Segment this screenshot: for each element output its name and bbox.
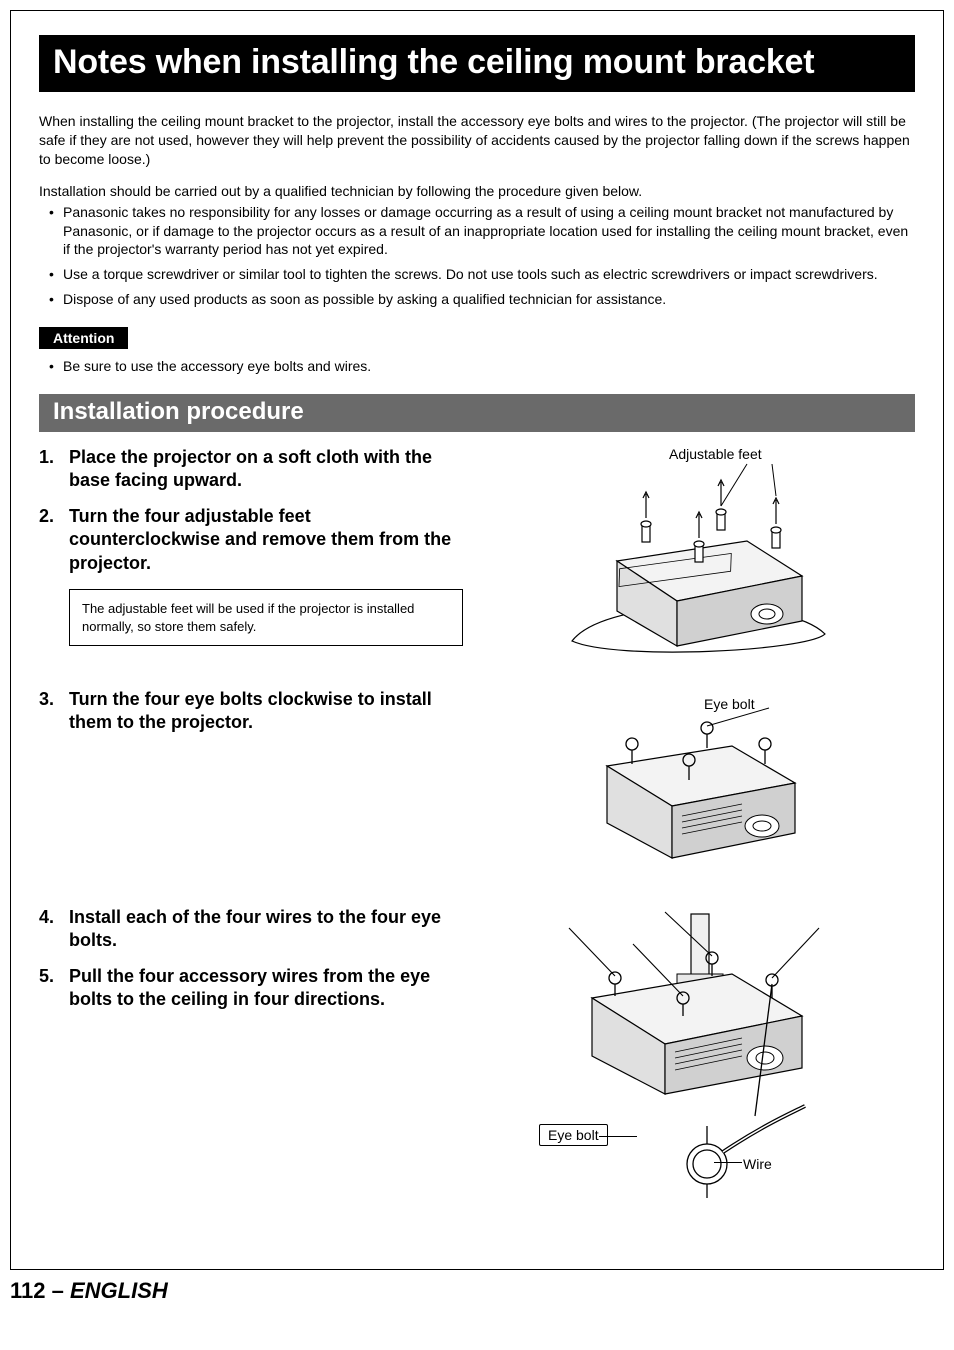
figure-3-eyebolt-label: Eye bolt (539, 1124, 608, 1146)
warning-bullet-list: Panasonic takes no responsibility for an… (39, 203, 915, 309)
page-title-bar: Notes when installing the ceiling mount … (39, 35, 915, 92)
projector-feet-diagram (547, 446, 847, 671)
document-page: Notes when installing the ceiling mount … (10, 10, 944, 1270)
bullet-item: Use a torque screwdriver or similar tool… (39, 265, 915, 284)
step-item: Place the projector on a soft cloth with… (39, 446, 463, 493)
bullet-item: Dispose of any used products as soon as … (39, 290, 915, 309)
page-title: Notes when installing the ceiling mount … (53, 43, 814, 81)
procedure-row: Install each of the four wires to the fo… (39, 906, 915, 1206)
page-separator: – (46, 1278, 70, 1303)
figure-2: Eye bolt (479, 688, 915, 888)
figure-3-wire-label: Wire (743, 1156, 772, 1172)
intro-paragraph: When installing the ceiling mount bracke… (39, 112, 915, 169)
step-item: Pull the four accessory wires from the e… (39, 965, 463, 1012)
steps-list: Turn the four eye bolts clockwise to ins… (39, 688, 463, 735)
projector-wires-diagram (537, 906, 857, 1201)
step-item: Turn the four eye bolts clockwise to ins… (39, 688, 463, 735)
page-footer: 112 – ENGLISH (10, 1278, 944, 1304)
procedure-left-col: Turn the four eye bolts clockwise to ins… (39, 688, 479, 747)
attention-bullet-list: Be sure to use the accessory eye bolts a… (39, 357, 915, 376)
page-number: 112 (10, 1278, 46, 1303)
procedure-row: Turn the four eye bolts clockwise to ins… (39, 688, 915, 888)
procedure-row: Place the projector on a soft cloth with… (39, 446, 915, 676)
attention-label: Attention (39, 327, 128, 349)
steps-list: Place the projector on a soft cloth with… (39, 446, 463, 575)
page-language: ENGLISH (70, 1278, 168, 1303)
leader-line (714, 1162, 742, 1163)
section-header: Installation procedure (39, 394, 915, 432)
lead-line: Installation should be carried out by a … (39, 183, 915, 199)
figure-2-label: Eye bolt (704, 696, 755, 712)
step-item: Install each of the four wires to the fo… (39, 906, 463, 953)
bullet-item: Be sure to use the accessory eye bolts a… (39, 357, 915, 376)
procedure-left-col: Place the projector on a soft cloth with… (39, 446, 479, 660)
step-item: Turn the four adjustable feet counterclo… (39, 505, 463, 575)
leader-line (599, 1136, 637, 1137)
note-box: The adjustable feet will be used if the … (69, 589, 463, 646)
figure-1-label: Adjustable feet (669, 446, 762, 462)
figure-3: Eye bolt Wire (479, 906, 915, 1206)
steps-list: Install each of the four wires to the fo… (39, 906, 463, 1012)
figure-1: Adjustable feet (479, 446, 915, 676)
procedure-left-col: Install each of the four wires to the fo… (39, 906, 479, 1024)
projector-eyebolt-diagram (547, 688, 847, 883)
bullet-item: Panasonic takes no responsibility for an… (39, 203, 915, 260)
